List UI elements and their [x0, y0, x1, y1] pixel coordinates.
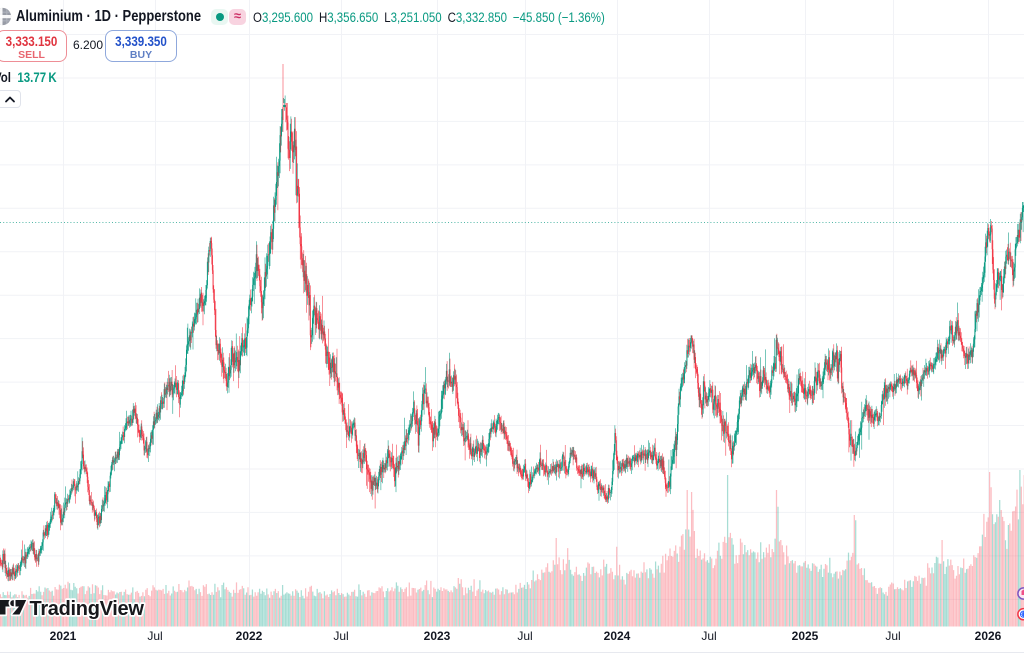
- svg-text:TradingView: TradingView: [30, 598, 145, 620]
